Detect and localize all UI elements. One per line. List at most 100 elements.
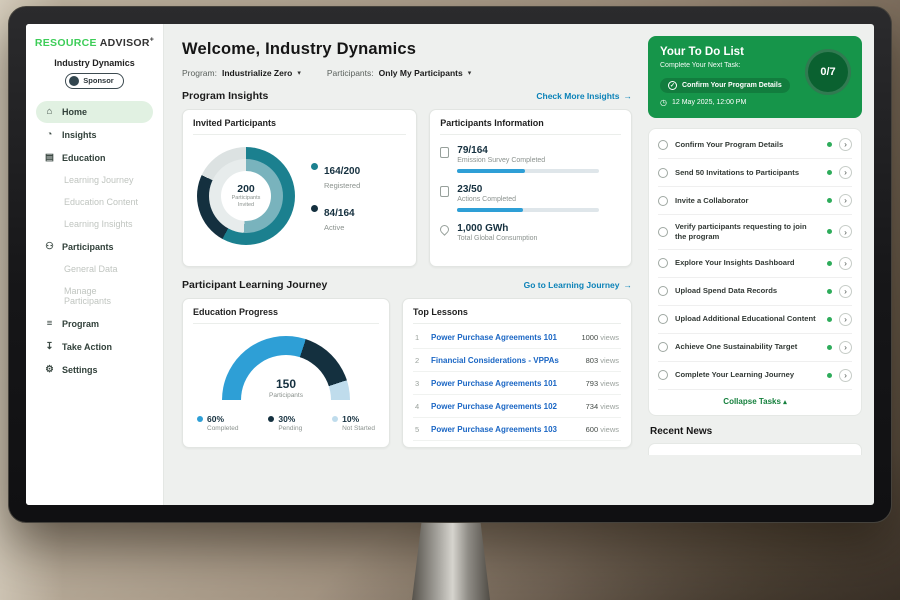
learning-journey-header: Participant Learning Journey Go to Learn…	[182, 279, 632, 291]
section-title-program-insights: Program Insights	[182, 90, 269, 102]
sidebar-item-general-data[interactable]: General Data	[36, 259, 153, 280]
task-status-icon	[827, 229, 832, 235]
legend-dot-icon	[311, 162, 318, 170]
sidebar-item-learning-journey[interactable]: Learning Journey	[36, 170, 153, 191]
education-icon: ▤	[45, 152, 54, 163]
chevron-right-icon[interactable]: ›	[839, 166, 852, 179]
todo-item[interactable]: Verify participants requesting to join t…	[658, 215, 852, 250]
sidebar-item-take-action[interactable]: ↧ Take Action	[36, 336, 153, 358]
actions-icon	[440, 186, 450, 197]
sidebar-item-settings[interactable]: ⚙ Settings	[36, 359, 153, 381]
participants-icon: ⚇	[45, 241, 54, 252]
logo-advisor: ADVISOR+	[100, 36, 154, 49]
chevron-right-icon[interactable]: ›	[839, 368, 852, 382]
logo-resource: RESOURCE	[34, 36, 97, 49]
chevron-right-icon[interactable]: ›	[839, 312, 852, 326]
todo-item[interactable]: Invite a Collaborator ›	[658, 187, 852, 215]
progress-bar	[457, 208, 600, 212]
link-text: Check More Insights	[536, 91, 620, 101]
task-status-icon	[827, 372, 832, 378]
sidebar-item-label: Learning Insights	[64, 219, 133, 229]
chevron-right-icon[interactable]: ›	[839, 340, 852, 354]
checkbox-circle-icon[interactable]	[658, 139, 668, 150]
sidebar-item-program[interactable]: ≡ Program	[36, 313, 153, 335]
todo-item-label: Achieve One Sustainability Target	[675, 342, 798, 352]
todo-item[interactable]: Achieve One Sustainability Target ›	[658, 334, 852, 362]
app-window: RESOURCE ADVISOR+ Industry Dynamics Spons…	[26, 24, 874, 505]
chevron-up-icon: ▴	[783, 398, 787, 406]
sidebar-item-insights[interactable]: ◔ Insights	[36, 124, 153, 146]
insights-icon: ◔	[46, 129, 53, 140]
stat-label: Total Global Consumption	[457, 235, 538, 242]
lesson-views-label: views	[600, 424, 619, 434]
legend-value: 10%	[342, 414, 360, 424]
checkbox-circle-icon[interactable]	[658, 342, 668, 353]
sidebar-item-education[interactable]: ▤ Education	[36, 147, 153, 169]
checkbox-circle-icon[interactable]	[658, 226, 668, 237]
checkbox-circle-icon[interactable]	[658, 258, 668, 269]
todo-item[interactable]: Send 50 Invitations to Participants ›	[658, 159, 852, 187]
legend-top: 60%	[197, 414, 238, 424]
sidebar-item-manage-participants[interactable]: Manage Participants	[36, 281, 153, 312]
check-more-insights-link[interactable]: Check More Insights →	[536, 91, 632, 101]
todo-item-label: Complete Your Learning Journey	[675, 370, 795, 380]
program-select[interactable]: Program: Industrialize Zero ▾	[182, 68, 301, 78]
chevron-right-icon[interactable]: ›	[839, 138, 852, 151]
sidebar-item-label: Insights	[62, 129, 97, 140]
legend-item: 30% Pending	[268, 414, 302, 432]
legend-dot-icon	[268, 416, 275, 422]
top-lessons-card: Top Lessons 1 Power Purchase Agreements …	[402, 298, 632, 448]
invited-donut-chart: 200 Participants Invited	[197, 147, 295, 245]
participants-select[interactable]: Participants: Only My Participants ▾	[327, 68, 471, 78]
todo-progress-ring: 0/7	[805, 49, 851, 95]
legend-value: 84/164	[324, 207, 355, 219]
todo-title: Your To Do List	[660, 46, 744, 58]
chevron-right-icon[interactable]: ›	[839, 225, 852, 239]
sidebar-item-education-content[interactable]: Education Content	[36, 192, 153, 213]
todo-item[interactable]: Upload Spend Data Records ›	[658, 278, 852, 306]
checkbox-circle-icon[interactable]	[658, 370, 668, 381]
card-title: Participants Information	[440, 118, 621, 135]
recent-news-card	[648, 442, 862, 455]
stat-value: 1,000 GWh	[457, 223, 509, 234]
checkbox-circle-icon[interactable]	[658, 167, 668, 178]
settings-icon: ⚙	[45, 364, 54, 375]
progress-bar-fill	[457, 169, 526, 173]
lesson-link[interactable]: Power Purchase Agreements 102	[431, 401, 557, 411]
go-to-learning-journey-link[interactable]: Go to Learning Journey →	[524, 280, 632, 290]
lesson-row: 5 Power Purchase Agreements 103 600 view…	[413, 418, 621, 441]
legend-item: 10% Not Started	[332, 414, 375, 432]
lesson-row: 3 Power Purchase Agreements 101 793 view…	[413, 372, 621, 395]
legend-item: 60% Completed	[197, 414, 238, 432]
todo-item-label: Send 50 Invitations to Participants	[675, 167, 800, 177]
gauge-center-label: Participants	[269, 392, 303, 399]
lesson-link[interactable]: Financial Considerations - VPPAs	[431, 355, 559, 365]
arrow-right-icon: →	[623, 91, 633, 101]
todo-item[interactable]: Upload Additional Educational Content ›	[658, 306, 852, 334]
lesson-views-count: 734	[585, 401, 599, 411]
lesson-link[interactable]: Power Purchase Agreements 103	[431, 424, 557, 434]
sidebar-item-label: Learning Journey	[64, 175, 134, 185]
lesson-views-count: 600	[585, 424, 599, 434]
lesson-link[interactable]: Power Purchase Agreements 101	[431, 378, 557, 388]
chevron-right-icon[interactable]: ›	[839, 256, 852, 270]
todo-item[interactable]: Complete Your Learning Journey ›	[658, 362, 852, 389]
sidebar-item-home[interactable]: ⌂ Home	[36, 100, 153, 123]
todo-item[interactable]: Confirm Your Program Details ›	[658, 131, 852, 159]
next-task-pill[interactable]: ✓ Confirm Your Program Details	[660, 78, 790, 93]
insights-cards-row: Invited Participants 200 Participants In…	[182, 109, 632, 267]
chevron-right-icon[interactable]: ›	[839, 194, 852, 207]
lesson-link[interactable]: Power Purchase Agreements 101	[431, 332, 557, 342]
checkbox-circle-icon[interactable]	[658, 195, 668, 206]
sidebar-item-participants[interactable]: ⚇ Participants	[36, 236, 153, 258]
todo-item-label: Confirm Your Program Details	[675, 139, 784, 149]
program-insights-header: Program Insights Check More Insights →	[182, 90, 632, 102]
checkbox-circle-icon[interactable]	[658, 314, 668, 325]
chevron-right-icon[interactable]: ›	[839, 284, 852, 298]
todo-item[interactable]: Explore Your Insights Dashboard ›	[658, 250, 852, 278]
collapse-tasks-link[interactable]: Collapse Tasks ▴	[658, 388, 852, 411]
stat-label: Emission Survey Completed	[457, 157, 546, 164]
sidebar-item-learning-insights[interactable]: Learning Insights	[36, 214, 153, 235]
lesson-views: 803 views	[586, 356, 619, 365]
checkbox-circle-icon[interactable]	[658, 286, 668, 297]
